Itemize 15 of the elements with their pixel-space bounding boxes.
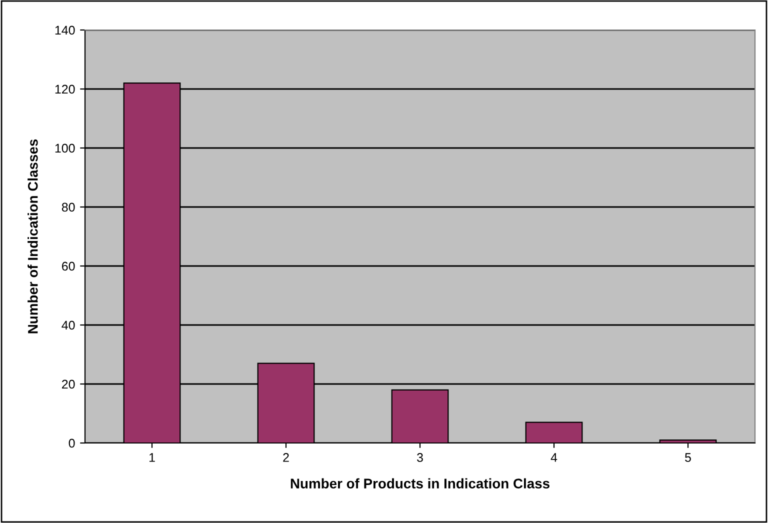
y-tick-label: 20 [62, 380, 75, 389]
x-tick-label: 2 [283, 453, 289, 462]
x-tick-label: 5 [685, 453, 691, 462]
y-axis-title: Number of Indication Classes [28, 139, 38, 334]
y-tick-label: 0 [68, 438, 75, 448]
y-tick-label: 40 [62, 320, 75, 330]
y-tick-label: 140 [55, 26, 75, 35]
y-tick-label: 100 [55, 144, 75, 153]
x-tick-label: 3 [417, 453, 423, 462]
y-tick-label: 60 [62, 262, 75, 271]
x-axis-title: Number of Products in Indication Class [290, 478, 550, 488]
y-tick-label: 120 [55, 84, 75, 94]
x-tick-label: 1 [149, 453, 155, 462]
x-tick-label: 4 [550, 453, 558, 462]
y-tick-label: 80 [62, 202, 75, 212]
